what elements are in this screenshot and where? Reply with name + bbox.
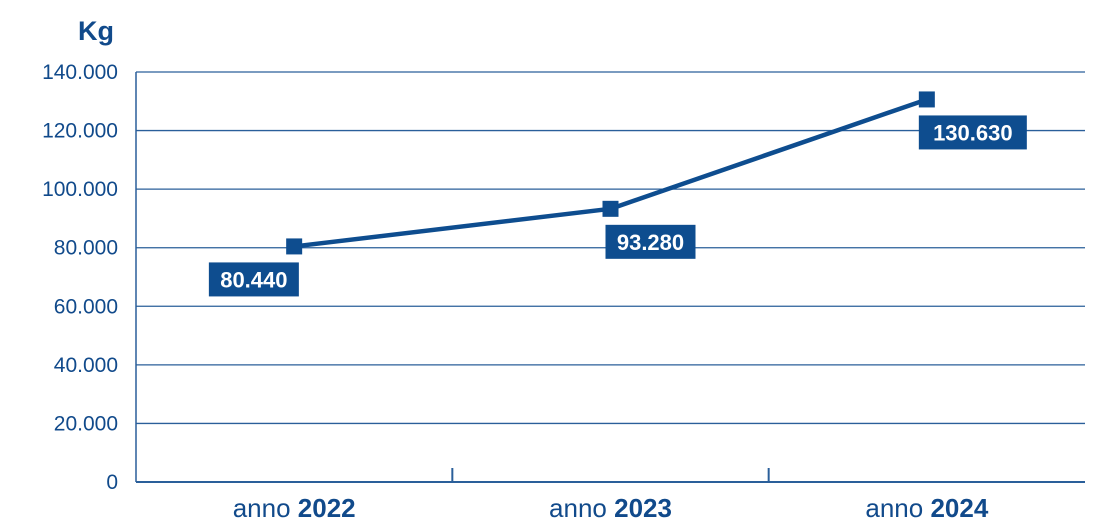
- x-tick-year: 2024: [930, 493, 988, 521]
- data-label-box: [918, 115, 1027, 150]
- data-label-value: 93.280: [617, 230, 684, 255]
- y-tick-label: 80.000: [54, 237, 118, 260]
- y-tick-labels: 0 20.000 40.000 60.000 80.000 100.000 120.000 1…: [42, 61, 118, 494]
- x-tick-prefix: anno: [865, 493, 930, 521]
- data-label-box: [605, 224, 696, 259]
- data-point-marker: [286, 238, 303, 255]
- y-tick-label: 40.000: [54, 354, 118, 377]
- data-label: 80.440: [208, 262, 299, 297]
- y-axis-unit-label: Kg: [78, 16, 114, 46]
- y-tick-label: 100.000: [42, 178, 118, 201]
- y-tick-label: 0: [106, 471, 118, 494]
- x-tick-label: anno 2024: [865, 493, 988, 521]
- x-tick-label: anno 2022: [233, 493, 356, 521]
- data-point-marker: [918, 91, 935, 108]
- x-tick-year: 2023: [614, 493, 672, 521]
- data-point-marker: [602, 200, 619, 217]
- y-tick-label: 20.000: [54, 412, 118, 435]
- x-tick-prefix: anno: [549, 493, 614, 521]
- data-label-box: [208, 262, 299, 297]
- series-line: [293, 97, 928, 249]
- data-labels: 80.440 93.280 130.630: [208, 115, 1027, 297]
- y-tick-label: 140.000: [42, 61, 118, 84]
- data-label-value: 80.440: [220, 267, 287, 292]
- y-tick-label: 120.000: [42, 120, 118, 143]
- x-tick-label: anno 2023: [549, 493, 672, 521]
- x-tick-labels: anno 2022 anno 2023 anno 2024: [233, 493, 989, 523]
- data-label: 93.280: [605, 224, 696, 259]
- y-tick-label: 60.000: [54, 295, 118, 318]
- x-tick-year: 2022: [298, 493, 356, 521]
- data-label: 130.630: [918, 115, 1027, 150]
- data-label-value: 130.630: [933, 120, 1013, 145]
- axes: [135, 72, 1085, 483]
- x-tick-prefix: anno: [233, 493, 298, 521]
- series-line-layer: [286, 91, 935, 255]
